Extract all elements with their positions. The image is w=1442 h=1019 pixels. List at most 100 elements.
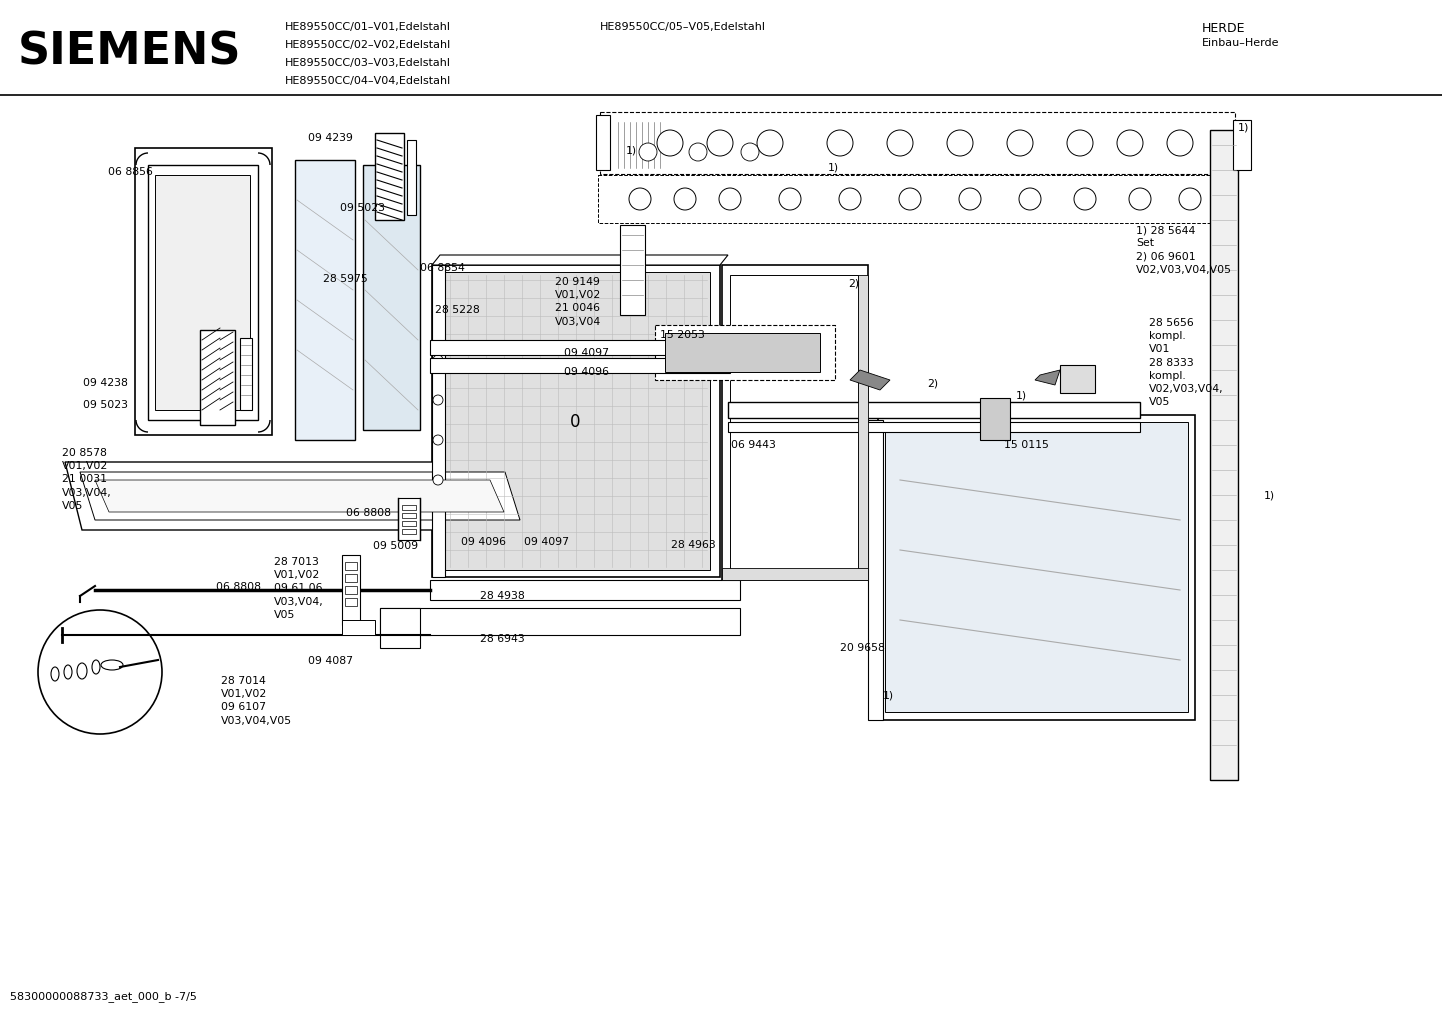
Polygon shape xyxy=(598,175,1223,223)
Circle shape xyxy=(1019,187,1041,210)
Polygon shape xyxy=(342,555,360,625)
Text: 15 0115: 15 0115 xyxy=(1004,440,1048,450)
Polygon shape xyxy=(1060,365,1094,393)
Text: 09 4096: 09 4096 xyxy=(564,367,609,377)
Ellipse shape xyxy=(92,660,99,674)
Polygon shape xyxy=(407,140,415,215)
Polygon shape xyxy=(345,586,358,594)
Text: 06 8856: 06 8856 xyxy=(108,167,153,177)
Polygon shape xyxy=(858,275,868,570)
Ellipse shape xyxy=(50,667,59,681)
Ellipse shape xyxy=(101,660,123,671)
Text: HE89550CC/05–V05,Edelstahl: HE89550CC/05–V05,Edelstahl xyxy=(600,22,766,32)
Text: 06 9443: 06 9443 xyxy=(731,440,776,450)
Text: 1): 1) xyxy=(1239,122,1249,132)
Text: 09 5023: 09 5023 xyxy=(84,400,128,410)
Polygon shape xyxy=(665,333,820,372)
Text: 09 4238: 09 4238 xyxy=(84,378,128,388)
Polygon shape xyxy=(363,165,420,430)
Polygon shape xyxy=(296,160,355,440)
Text: 06 8808: 06 8808 xyxy=(216,582,261,592)
Polygon shape xyxy=(433,265,446,577)
Circle shape xyxy=(1067,130,1093,156)
Polygon shape xyxy=(154,175,249,410)
Circle shape xyxy=(741,143,758,161)
Text: 0: 0 xyxy=(570,413,580,431)
Text: 09 4087: 09 4087 xyxy=(309,656,353,666)
Text: 28 4963: 28 4963 xyxy=(671,540,715,550)
Polygon shape xyxy=(722,568,868,580)
Polygon shape xyxy=(342,620,375,635)
Circle shape xyxy=(887,130,913,156)
Text: 28 5656
kompl.
V01
28 8333
kompl.
V02,V03,V04,
V05: 28 5656 kompl. V01 28 8333 kompl. V02,V0… xyxy=(1149,318,1224,408)
Circle shape xyxy=(757,130,783,156)
Polygon shape xyxy=(375,133,404,220)
Polygon shape xyxy=(728,403,1141,418)
Polygon shape xyxy=(440,272,709,570)
Text: HERDE: HERDE xyxy=(1203,22,1246,35)
Ellipse shape xyxy=(63,665,72,679)
Circle shape xyxy=(433,355,443,365)
Circle shape xyxy=(689,143,707,161)
Circle shape xyxy=(433,395,443,405)
Circle shape xyxy=(1129,187,1151,210)
Polygon shape xyxy=(200,330,235,425)
Ellipse shape xyxy=(76,663,87,679)
Circle shape xyxy=(1007,130,1032,156)
Polygon shape xyxy=(381,608,740,635)
Polygon shape xyxy=(79,472,521,520)
Text: 20 9149
V01,V02
21 0046
V03,V04: 20 9149 V01,V02 21 0046 V03,V04 xyxy=(555,277,601,327)
Text: 1): 1) xyxy=(626,145,637,155)
Text: HE89550CC/02–V02,Edelstahl: HE89550CC/02–V02,Edelstahl xyxy=(286,40,451,50)
Polygon shape xyxy=(430,580,740,600)
Text: 1): 1) xyxy=(828,162,839,172)
Circle shape xyxy=(959,187,981,210)
Polygon shape xyxy=(402,521,415,526)
Polygon shape xyxy=(239,338,252,410)
Circle shape xyxy=(947,130,973,156)
Polygon shape xyxy=(402,513,415,518)
Polygon shape xyxy=(402,529,415,534)
Circle shape xyxy=(1118,130,1144,156)
Circle shape xyxy=(433,435,443,445)
Polygon shape xyxy=(345,562,358,570)
Polygon shape xyxy=(433,255,728,265)
Text: 15 2053: 15 2053 xyxy=(660,330,705,340)
Polygon shape xyxy=(730,275,858,570)
Circle shape xyxy=(779,187,800,210)
Text: HE89550CC/04–V04,Edelstahl: HE89550CC/04–V04,Edelstahl xyxy=(286,76,451,86)
Polygon shape xyxy=(381,608,420,648)
Polygon shape xyxy=(1035,370,1060,385)
Polygon shape xyxy=(95,480,505,512)
Text: 28 7013
V01,V02
09 61 06
V03,V04,
V05: 28 7013 V01,V02 09 61 06 V03,V04, V05 xyxy=(274,557,324,620)
Text: 58300000088733_aet_000_b -7/5: 58300000088733_aet_000_b -7/5 xyxy=(10,991,198,1002)
Circle shape xyxy=(1180,187,1201,210)
Circle shape xyxy=(37,610,162,734)
Polygon shape xyxy=(849,370,890,390)
Polygon shape xyxy=(1233,120,1252,170)
Text: 09 4239: 09 4239 xyxy=(309,133,353,143)
Polygon shape xyxy=(885,422,1188,712)
Text: 1) 28 5644
Set
2) 06 9601
V02,V03,V04,V05: 1) 28 5644 Set 2) 06 9601 V02,V03,V04,V0… xyxy=(1136,225,1231,274)
Text: 06 8808: 06 8808 xyxy=(346,508,391,518)
Polygon shape xyxy=(878,415,1195,720)
Text: 1): 1) xyxy=(1017,390,1027,400)
Text: 1): 1) xyxy=(883,690,894,700)
Polygon shape xyxy=(655,325,835,380)
Text: 09 5023: 09 5023 xyxy=(340,203,385,213)
Polygon shape xyxy=(430,340,730,355)
Polygon shape xyxy=(398,498,420,540)
Text: 20 9658: 20 9658 xyxy=(841,643,885,653)
Circle shape xyxy=(839,187,861,210)
Text: 20 8578
V01,V02
21 0031
V03,V04,
V05: 20 8578 V01,V02 21 0031 V03,V04, V05 xyxy=(62,448,111,511)
Text: HE89550CC/01–V01,Edelstahl: HE89550CC/01–V01,Edelstahl xyxy=(286,22,451,32)
Polygon shape xyxy=(868,420,883,720)
Polygon shape xyxy=(402,505,415,510)
Text: 09 4097: 09 4097 xyxy=(564,348,609,358)
Polygon shape xyxy=(345,598,358,606)
Polygon shape xyxy=(600,112,1234,174)
Circle shape xyxy=(1074,187,1096,210)
Text: HE89550CC/03–V03,Edelstahl: HE89550CC/03–V03,Edelstahl xyxy=(286,58,451,68)
Polygon shape xyxy=(728,422,1141,432)
Circle shape xyxy=(629,187,650,210)
